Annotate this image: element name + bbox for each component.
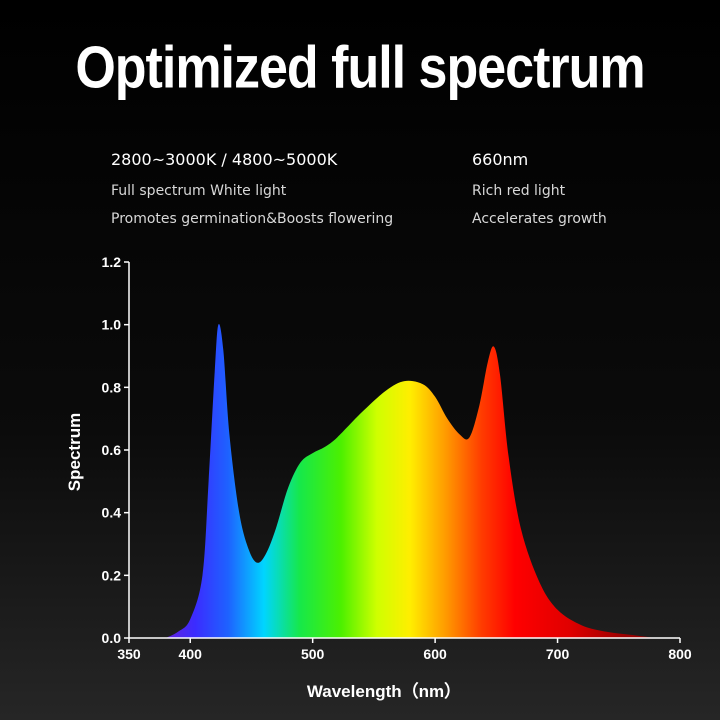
y-axis-label: Spectrum xyxy=(65,413,84,491)
y-tick-label: 0.4 xyxy=(102,505,122,521)
y-tick-label: 0.0 xyxy=(102,630,122,646)
x-tick-label: 350 xyxy=(117,646,141,662)
y-tick-label: 0.2 xyxy=(102,567,122,583)
y-tick-label: 0.6 xyxy=(102,442,122,458)
page-title: Optimized full spectrum xyxy=(75,34,645,102)
red-light-description: Rich red light xyxy=(472,183,566,199)
red-light-heading: 660nm xyxy=(472,150,529,169)
info-block-red-light: 660nm Rich red light Accelerates growth xyxy=(472,150,607,239)
spectrum-area xyxy=(165,323,656,638)
x-tick-label: 500 xyxy=(301,646,325,662)
y-axis-ticks: 0.0 0.2 0.4 0.6 0.8 1.0 1.2 xyxy=(102,254,129,646)
white-light-description: Full spectrum White light xyxy=(111,183,287,199)
y-tick-label: 1.2 xyxy=(102,254,122,270)
white-light-benefit: Promotes germination&Boosts flowering xyxy=(111,211,394,227)
y-tick-label: 1.0 xyxy=(102,317,122,333)
x-tick-label: 800 xyxy=(668,646,692,662)
x-tick-label: 700 xyxy=(546,646,570,662)
white-light-heading: 2800~3000K / 4800~5000K xyxy=(111,150,338,169)
y-tick-label: 0.8 xyxy=(102,379,122,395)
info-block-white-light: 2800~3000K / 4800~5000K Full spectrum Wh… xyxy=(111,150,393,239)
x-tick-label: 600 xyxy=(423,646,447,662)
x-axis-ticks: 350 400 500 600 700 800 xyxy=(117,638,692,662)
x-tick-label: 400 xyxy=(179,646,203,662)
red-light-benefit: Accelerates growth xyxy=(472,211,607,227)
x-axis-label: Wavelength（nm） xyxy=(307,681,461,701)
